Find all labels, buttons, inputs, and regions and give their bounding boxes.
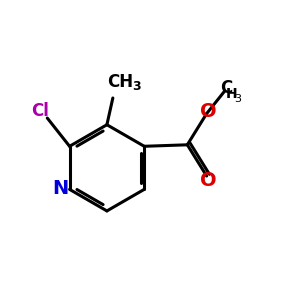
Text: N: N [52,179,68,198]
Text: C: C [220,79,232,97]
Text: O: O [200,171,216,190]
Text: O: O [200,102,216,121]
Text: H: H [226,87,238,101]
Text: 3: 3 [234,94,241,104]
Text: Cl: Cl [31,102,49,120]
Text: 3: 3 [132,80,141,93]
Text: CH: CH [107,73,133,91]
